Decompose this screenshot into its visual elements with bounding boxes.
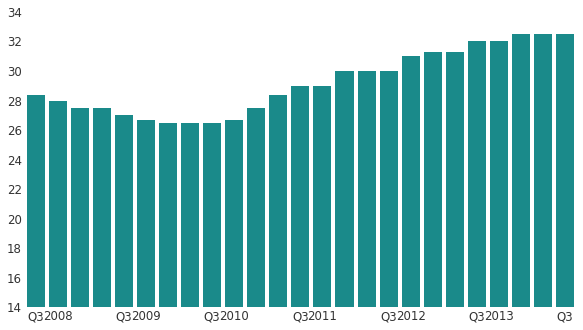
Bar (247, 108, 265, 330)
Bar (380, 71, 398, 330)
Bar (137, 120, 155, 330)
Bar (534, 34, 552, 330)
Bar (115, 115, 133, 330)
Bar (292, 86, 310, 330)
Bar (335, 71, 353, 330)
Bar (181, 123, 199, 330)
Bar (556, 34, 574, 330)
Bar (203, 123, 221, 330)
Bar (49, 101, 67, 330)
Bar (446, 52, 464, 330)
Bar (468, 42, 486, 330)
Bar (357, 71, 375, 330)
Bar (314, 86, 332, 330)
Bar (93, 108, 111, 330)
Bar (269, 95, 287, 330)
Bar (424, 52, 442, 330)
Bar (71, 108, 89, 330)
Bar (159, 123, 177, 330)
Bar (27, 95, 45, 330)
Bar (225, 120, 243, 330)
Bar (512, 34, 530, 330)
Bar (402, 56, 420, 330)
Bar (490, 42, 508, 330)
